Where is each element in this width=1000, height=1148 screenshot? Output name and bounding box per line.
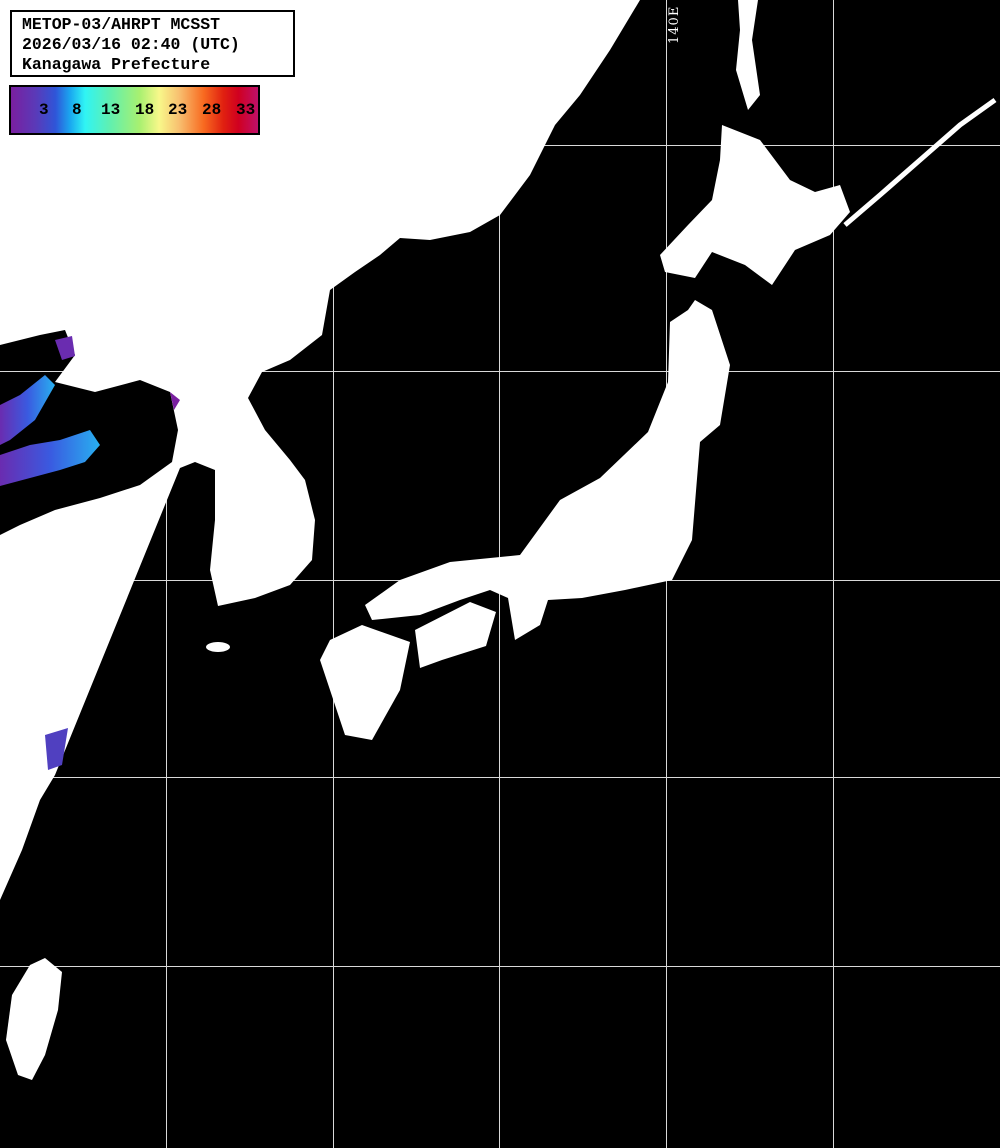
colorbar-tick: 18 bbox=[135, 101, 155, 119]
hokkaido bbox=[660, 125, 850, 285]
sst-patch bbox=[0, 430, 100, 486]
sst-patch bbox=[0, 375, 55, 445]
sakhalin bbox=[736, 0, 760, 110]
longitude-label-140e: 140E bbox=[667, 5, 682, 44]
title-box: METOP-03/AHRPT MCSST 2026/03/16 02:40 (U… bbox=[10, 10, 295, 77]
sst-patch bbox=[170, 392, 180, 410]
kyushu bbox=[320, 625, 410, 740]
sst-colorbar: 3 8 13 18 23 28 33 bbox=[9, 85, 260, 135]
taiwan bbox=[6, 958, 62, 1080]
colorbar-tick: 28 bbox=[202, 101, 222, 119]
jeju-island bbox=[206, 642, 230, 652]
sst-patch bbox=[45, 728, 68, 770]
colorbar-tick: 33 bbox=[236, 101, 256, 119]
region-name: Kanagawa Prefecture bbox=[22, 55, 211, 74]
sst-patch bbox=[55, 336, 75, 360]
colorbar-tick: 3 bbox=[39, 101, 49, 119]
honshu bbox=[365, 300, 730, 640]
shikoku bbox=[415, 602, 496, 668]
kuril-islands bbox=[843, 97, 997, 227]
colorbar-tick: 13 bbox=[101, 101, 121, 119]
colorbar-tick: 8 bbox=[72, 101, 82, 119]
asian-continent bbox=[0, 0, 640, 900]
satellite-product-title: METOP-03/AHRPT MCSST bbox=[22, 15, 221, 34]
observation-timestamp: 2026/03/16 02:40 (UTC) bbox=[22, 35, 240, 54]
colorbar-tick: 23 bbox=[168, 101, 188, 119]
